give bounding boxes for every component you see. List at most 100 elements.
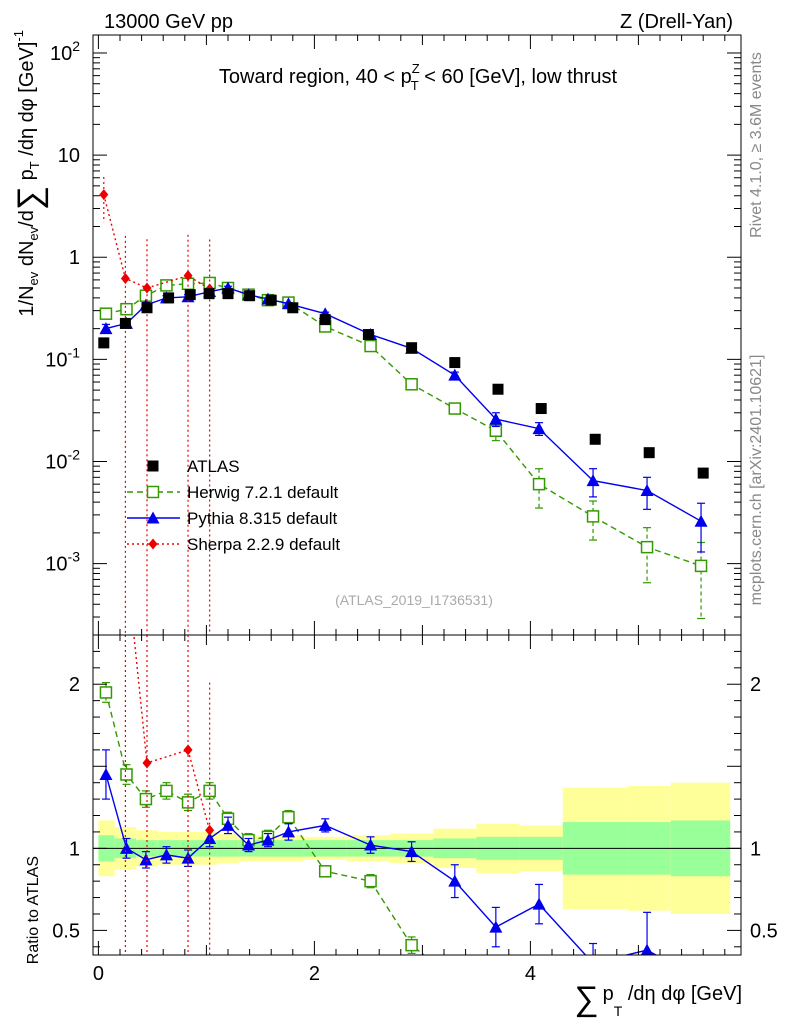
ratio-point-herwig	[160, 784, 173, 798]
energy-label: 13000 GeV pp	[104, 11, 233, 33]
data-point-atlas	[535, 403, 547, 415]
ratio-y-tick-label: 0.5	[52, 920, 80, 942]
ratio-y-axis-title: Ratio to ATLAS	[25, 856, 42, 964]
data-point-atlas	[319, 314, 331, 326]
data-point-sherpa	[120, 272, 130, 284]
ratio-y-tick-label: 2	[69, 674, 80, 696]
data-point-herwig	[160, 279, 173, 292]
legend-item-atlas: ATLAS	[147, 457, 240, 476]
ratio-point-pythia	[119, 841, 133, 854]
legend-label-herwig: Herwig 7.2.1 default	[187, 483, 338, 502]
data-point-atlas	[203, 288, 215, 300]
data-point-atlas	[244, 290, 256, 302]
x-tick-labels: 0 2 4	[93, 963, 536, 985]
ratio-point-sherpa	[142, 757, 152, 769]
legend-marker-herwig	[146, 485, 160, 499]
main-plot-area	[98, 177, 709, 635]
data-point-atlas	[643, 447, 655, 459]
x-tick-label: 4	[525, 963, 536, 985]
data-point-atlas	[589, 433, 601, 445]
data-point-pythia	[489, 412, 503, 425]
y-tick-label: 102	[50, 38, 80, 65]
y-tick-label: 10-1	[45, 344, 80, 371]
ratio-y-tick-label-right: 2	[750, 674, 761, 696]
data-point-atlas	[406, 342, 418, 354]
x-ticks	[97, 35, 726, 955]
data-point-herwig	[532, 477, 546, 491]
ratio-point-pythia	[448, 874, 462, 887]
data-point-sherpa	[99, 189, 109, 201]
process-label: Z (Drell-Yan)	[620, 11, 733, 33]
y-tick-label-exp: 2	[72, 38, 80, 54]
data-point-atlas	[492, 383, 504, 395]
data-point-atlas	[362, 329, 374, 341]
data-point-herwig	[694, 559, 708, 573]
ratio-frame	[92, 634, 742, 956]
ratio-point-pythia	[318, 818, 332, 831]
data-point-herwig	[586, 510, 600, 523]
data-point-pythia	[640, 483, 654, 496]
data-point-sherpa	[183, 270, 193, 282]
data-point-herwig	[640, 540, 654, 554]
ratio-point-pythia	[139, 853, 153, 866]
y-tick-label: 1	[69, 247, 80, 269]
y-tick-label-base: 10	[50, 43, 72, 65]
data-point-atlas	[222, 288, 234, 300]
legend: ATLAS Herwig 7.2.1 default Pythia 8.315 de…	[127, 457, 340, 554]
y-tick-label-exp: -3	[68, 549, 81, 565]
y-tick-label-base: 1	[69, 247, 80, 269]
ratio-point-herwig	[405, 938, 418, 952]
main-y-ticks	[93, 52, 741, 636]
ratio-point-pythia	[405, 845, 419, 858]
ratio-point-pythia	[221, 818, 235, 831]
ratio-y-tick-label: 1	[69, 838, 80, 860]
data-point-pythia	[448, 368, 462, 381]
legend-marker-pythia	[146, 511, 160, 524]
mcplots-label: mcplots.cern.ch [arXiv:2401.10621]	[748, 355, 765, 606]
legend-item-herwig: Herwig 7.2.1 default	[127, 483, 338, 502]
ratio-point-pythia	[181, 851, 195, 864]
data-point-pythia	[586, 474, 600, 487]
ratio-point-herwig	[203, 784, 216, 798]
analysis-id: (ATLAS_2019_I1736531)	[335, 592, 493, 608]
ratio-plot-area	[93, 635, 741, 955]
plot-title: Toward region, 40 < pZ T < 60 [GeV], low …	[219, 61, 618, 93]
series-atlas	[98, 288, 709, 479]
ratio-point-herwig	[282, 810, 295, 824]
x-axis-title: ∑ pT /dη dφ [GeV]	[574, 980, 742, 1019]
ratio-series-sherpa	[124, 635, 215, 955]
ratio-panel: 0.5 0.5 1 1 2 2	[52, 634, 778, 956]
data-point-atlas	[265, 294, 277, 306]
legend-item-sherpa: Sherpa 2.2.9 default	[127, 535, 340, 554]
ratio-y-tick-label-right: 1	[750, 838, 761, 860]
data-point-atlas	[163, 292, 175, 304]
series-herwig	[99, 276, 708, 620]
data-point-atlas	[141, 302, 153, 314]
data-point-atlas	[184, 289, 196, 301]
ratio-series-pythia	[99, 749, 658, 955]
y-tick-label: 10	[58, 145, 80, 167]
y-tick-label-exp: -1	[68, 344, 81, 360]
legend-item-pythia: Pythia 8.315 default	[127, 509, 338, 528]
ratio-point-pythia	[364, 838, 378, 851]
ratio-line-sherpa	[133, 635, 211, 831]
legend-marker-atlas	[147, 460, 159, 472]
y-tick-label: 10-2	[45, 446, 80, 473]
ratio-y-tick-labels: 0.5 0.5 1 1 2 2	[52, 674, 778, 942]
data-point-herwig	[120, 302, 133, 316]
legend-label-sherpa: Sherpa 2.2.9 default	[187, 535, 340, 554]
data-point-atlas	[98, 337, 110, 349]
ratio-point-pythia	[640, 943, 654, 955]
data-point-pythia	[532, 422, 546, 435]
x-tick-label: 0	[93, 963, 104, 985]
rivet-label: Rivet 4.1.0, ≥ 3.6M events	[748, 52, 765, 238]
legend-marker-sherpa	[148, 538, 158, 550]
data-point-pythia	[99, 322, 113, 335]
data-point-pythia	[694, 514, 708, 527]
ratio-point-pythia	[532, 897, 546, 910]
x-tick-label: 2	[309, 963, 320, 985]
ratio-point-sherpa	[205, 824, 215, 836]
y-tick-label-base: 10	[58, 145, 80, 167]
